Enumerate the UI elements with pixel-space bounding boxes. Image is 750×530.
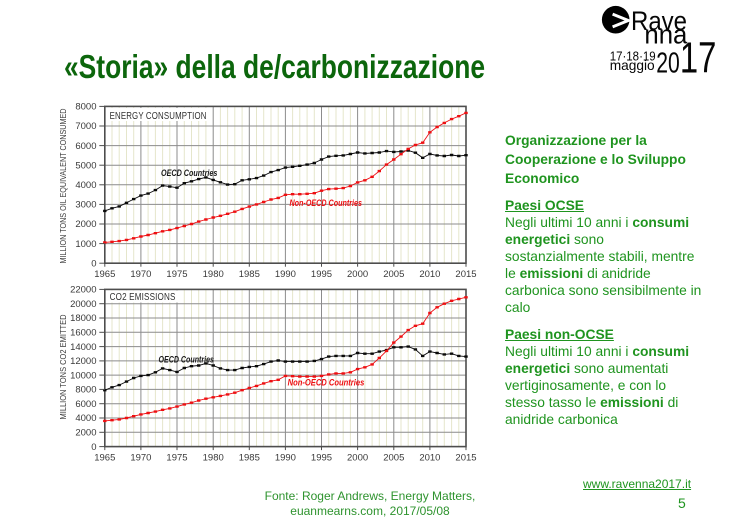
svg-text:17: 17 — [680, 34, 717, 83]
svg-text:16000: 16000 — [70, 328, 96, 339]
svg-text:2015: 2015 — [455, 453, 476, 464]
svg-text:1975: 1975 — [166, 453, 187, 464]
svg-text:maggio: maggio — [610, 57, 655, 73]
svg-text:4000: 4000 — [75, 180, 96, 191]
svg-text:Non-OECD Countries: Non-OECD Countries — [290, 198, 363, 209]
svg-text:18000: 18000 — [70, 313, 96, 324]
svg-text:6000: 6000 — [75, 141, 96, 152]
svg-text:2000: 2000 — [347, 269, 368, 280]
svg-text:Non-OECD Countries: Non-OECD Countries — [288, 377, 365, 388]
svg-text:1980: 1980 — [203, 453, 224, 464]
svg-text:MILLION TONS OIL EQUIVALENT CO: MILLION TONS OIL EQUIVALENT CONSUMED — [59, 108, 68, 263]
svg-text:0: 0 — [91, 258, 96, 269]
svg-text:2010: 2010 — [419, 453, 440, 464]
svg-text:4000: 4000 — [75, 413, 96, 424]
svg-text:1985: 1985 — [239, 453, 260, 464]
svg-text:14000: 14000 — [70, 342, 96, 353]
svg-text:10000: 10000 — [70, 370, 96, 381]
svg-text:1000: 1000 — [75, 239, 96, 250]
svg-text:OECD Countries: OECD Countries — [161, 168, 217, 179]
svg-text:8000: 8000 — [75, 385, 96, 396]
svg-text:OECD Countries: OECD Countries — [159, 354, 215, 365]
svg-text:20: 20 — [656, 48, 680, 80]
svg-text:2000: 2000 — [75, 428, 96, 439]
svg-text:2010: 2010 — [419, 269, 440, 280]
svg-text:2000: 2000 — [75, 219, 96, 230]
svg-text:2000: 2000 — [347, 453, 368, 464]
svg-text:1985: 1985 — [239, 269, 260, 280]
svg-text:17·18·19: 17·18·19 — [610, 48, 656, 63]
svg-text:ENERGY CONSUMPTION: ENERGY CONSUMPTION — [110, 111, 207, 122]
svg-text:2005: 2005 — [383, 269, 404, 280]
svg-text:1980: 1980 — [203, 269, 224, 280]
svg-text:CO2 EMISSIONS: CO2 EMISSIONS — [110, 292, 176, 303]
svg-text:1995: 1995 — [311, 269, 332, 280]
svg-text:nna: nna — [644, 20, 688, 50]
svg-text:1970: 1970 — [130, 453, 151, 464]
svg-text:Rave: Rave — [631, 6, 687, 36]
svg-text:1970: 1970 — [130, 269, 151, 280]
svg-text:1965: 1965 — [94, 269, 115, 280]
svg-text:1990: 1990 — [275, 269, 296, 280]
svg-text:20000: 20000 — [70, 299, 96, 310]
svg-text:1995: 1995 — [311, 453, 332, 464]
svg-text:MILLION TONS CO2 EMITTED: MILLION TONS CO2 EMITTED — [59, 314, 68, 419]
svg-text:1965: 1965 — [94, 453, 115, 464]
svg-text:8000: 8000 — [75, 102, 96, 113]
svg-text:0: 0 — [91, 442, 96, 453]
svg-text:3000: 3000 — [75, 200, 96, 211]
svg-text:22000: 22000 — [70, 285, 96, 296]
svg-text:2015: 2015 — [455, 269, 476, 280]
svg-text:6000: 6000 — [75, 399, 96, 410]
svg-text:12000: 12000 — [70, 356, 96, 367]
svg-text:7000: 7000 — [75, 121, 96, 132]
svg-text:2005: 2005 — [383, 453, 404, 464]
svg-text:1975: 1975 — [166, 269, 187, 280]
svg-text:1990: 1990 — [275, 453, 296, 464]
svg-text:5000: 5000 — [75, 160, 96, 171]
